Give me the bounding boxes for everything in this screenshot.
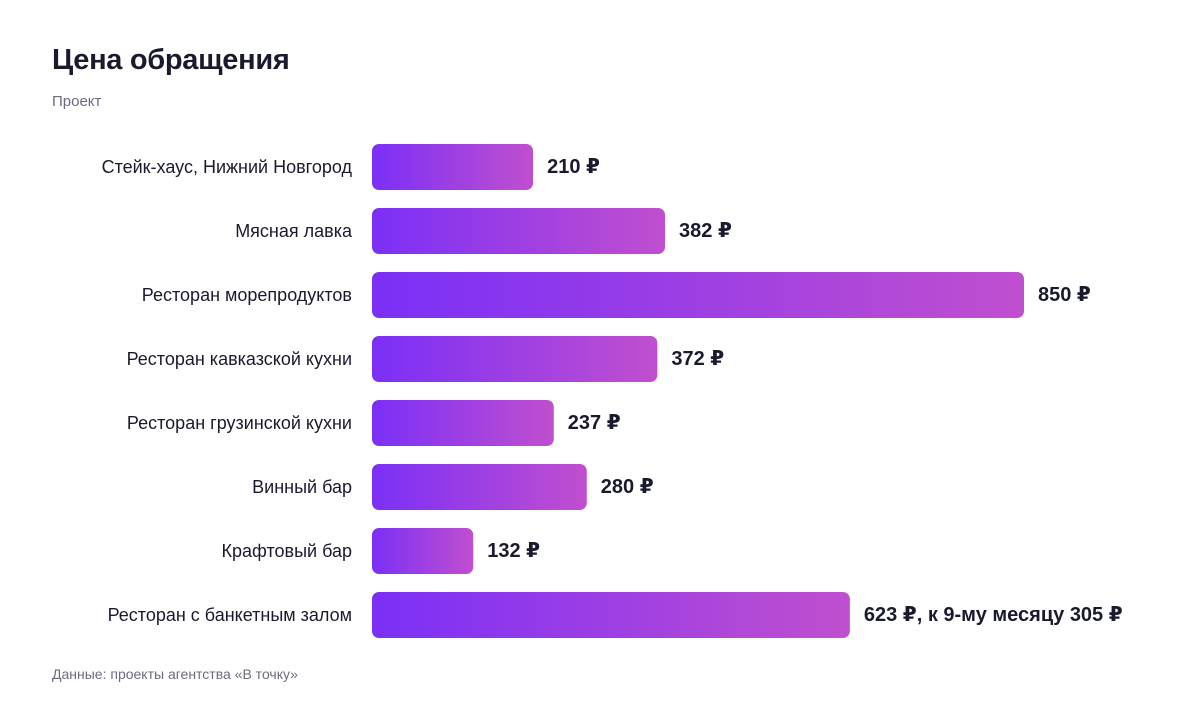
- category-label: Мясная лавка: [235, 221, 353, 241]
- category-label: Крафтовый бар: [222, 541, 352, 561]
- bar: [372, 208, 666, 254]
- value-label: 850 ₽: [1038, 284, 1091, 306]
- bars-layer: Стейк-хаус, Нижний Новгород 210 ₽ Мясная л…: [102, 144, 1123, 638]
- value-label: 382 ₽: [679, 220, 732, 242]
- value-label: 210 ₽: [547, 156, 600, 178]
- bar: [372, 464, 587, 510]
- bar: [372, 144, 534, 190]
- category-label: Ресторан кавказской кухни: [127, 349, 352, 369]
- bar: [372, 336, 658, 382]
- category-label: Винный бар: [252, 477, 352, 497]
- chart-title: Цена обращения: [52, 44, 290, 76]
- bar: [372, 400, 554, 446]
- category-label: Ресторан с банкетным залом: [108, 605, 352, 625]
- bar: [372, 272, 1024, 318]
- bar: [372, 528, 474, 574]
- bar: [372, 592, 850, 638]
- category-label: Ресторан грузинской кухни: [127, 413, 352, 433]
- value-label: 623 ₽, к 9-му месяцу 305 ₽: [864, 604, 1123, 626]
- value-label: 372 ₽: [671, 348, 724, 370]
- value-label: 132 ₽: [487, 540, 540, 562]
- category-label: Ресторан морепродуктов: [142, 285, 352, 305]
- value-label: 280 ₽: [601, 476, 654, 498]
- category-label: Стейк-хаус, Нижний Новгород: [102, 157, 353, 177]
- chart-subtitle: Проект: [52, 93, 102, 110]
- value-label: 237 ₽: [568, 412, 621, 434]
- data-source-note: Данные: проекты агентства «В точку»: [52, 666, 298, 682]
